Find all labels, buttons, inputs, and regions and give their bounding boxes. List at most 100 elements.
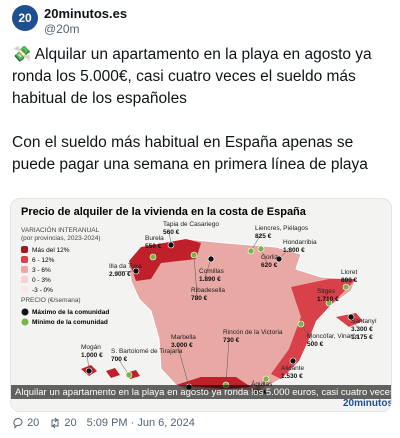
leader-line	[116, 356, 130, 376]
leader-line	[176, 342, 190, 388]
place-price: 550 €	[145, 243, 162, 250]
place-price: 3.300 €	[351, 326, 373, 333]
place-name: Illa da Toxa	[109, 263, 142, 270]
place-price: 780 €	[191, 295, 208, 302]
account-handle[interactable]: @20m	[44, 22, 80, 36]
avatar[interactable]: 20	[12, 5, 38, 31]
account-name[interactable]: 20minutos.es	[44, 6, 128, 21]
leader-line	[193, 254, 198, 297]
legend-swatch	[21, 256, 28, 263]
leader-line	[114, 270, 137, 273]
retweet-count: 20	[64, 417, 77, 429]
legend-item: 6 - 12%	[32, 257, 55, 264]
max-marker	[347, 313, 355, 321]
min-marker	[342, 283, 350, 291]
price-title: PRECIO (€/semana)	[21, 297, 81, 304]
place-name: Lloret	[341, 269, 357, 276]
place-price: 1.800 €	[283, 247, 305, 254]
place-name: Burela	[145, 235, 164, 242]
min-icon	[21, 318, 29, 326]
legend-swatch	[21, 246, 28, 253]
legend-swatch	[21, 286, 28, 293]
caption: Alquilar un apartamento en la playa en a…	[15, 387, 391, 398]
legend-max: Máximo de la comunidad	[32, 309, 109, 316]
place-price: 730 €	[223, 337, 240, 344]
min-marker	[262, 375, 270, 383]
legend-item: -3 - 0%	[32, 287, 53, 294]
tweet-text: 💸 Alquilar un apartamento en la playa en…	[12, 46, 372, 107]
place-price: 560 €	[163, 229, 180, 236]
place-name: Liencres, Piélagos	[255, 225, 309, 232]
place-price: 825 €	[255, 233, 272, 240]
legend-swatch	[21, 276, 28, 283]
region-north	[129, 239, 201, 281]
legend-item: Más del 12%	[32, 247, 70, 254]
place-price: 500 €	[307, 341, 324, 348]
map-title: Precio de alquiler de la vivienda en la …	[21, 206, 307, 218]
balearic	[336, 313, 363, 327]
min-marker	[125, 371, 133, 379]
region-east	[271, 279, 356, 379]
place-name: Hondarribia	[283, 239, 317, 246]
place-name: Rincón de la Victoria	[223, 329, 283, 336]
place-price: 1.710 €	[317, 296, 339, 303]
min-marker	[190, 251, 198, 259]
place-name: Ribadesella	[191, 287, 225, 294]
max-icon	[21, 308, 29, 316]
legend-min: Mínimo de la comunidad	[32, 319, 108, 326]
place-name: Comillas	[199, 268, 225, 275]
min-marker	[297, 320, 305, 328]
place-price: 1.000 €	[81, 352, 103, 359]
canary-islands	[81, 365, 140, 379]
min-marker	[257, 245, 265, 253]
reply-button[interactable]: 20	[12, 417, 39, 429]
place-name: Águilas	[251, 379, 273, 388]
legend-subtitle: (por provincias, 2023-2024)	[21, 235, 101, 242]
place-name: Gorliz	[261, 254, 278, 261]
legend-swatch	[21, 266, 28, 273]
tweet-footer: 20 20 5:09 PM · Jun 6, 2024	[12, 417, 195, 429]
max-marker	[207, 255, 215, 263]
caption-bar	[11, 385, 391, 399]
place-name: Marbella	[171, 334, 196, 341]
place-name: Tapia de Casariego	[163, 221, 219, 228]
timestamp[interactable]: 5:09 PM · Jun 6, 2024	[86, 417, 195, 430]
place-price: 1.175 €	[351, 334, 373, 341]
map-image: Precio de alquiler de la vivienda en la …	[11, 199, 391, 411]
max-marker	[275, 255, 283, 263]
legend-item: 3 - 6%	[32, 267, 51, 274]
reply-icon	[13, 418, 23, 429]
retweet-button[interactable]: 20	[49, 417, 77, 429]
tweet-text: Con el sueldo más habitual en España ape…	[12, 134, 368, 173]
reply-count: 20	[27, 417, 40, 429]
place-name: Moncófar, Vinaròs	[307, 333, 360, 340]
min-marker	[325, 299, 333, 307]
place-price: 800 €	[341, 277, 358, 284]
max-marker	[289, 357, 297, 365]
min-marker	[247, 247, 255, 255]
place-name: Alicante	[281, 365, 305, 372]
place-name: Sitges	[317, 288, 336, 295]
max-marker	[85, 367, 93, 375]
place-price: 3.000 €	[171, 342, 193, 349]
place-name: Mogán	[81, 344, 101, 351]
place-price: 1.890 €	[199, 276, 221, 283]
legend-title: VARIACIÓN INTERANUAL	[21, 225, 100, 234]
logo: 20minutos	[343, 398, 391, 409]
place-name: S. Bartolomé de Tirajana	[111, 348, 183, 355]
place-price: 620 €	[261, 262, 278, 269]
leader-line	[300, 323, 314, 343]
place-name: Santanyí	[351, 318, 377, 325]
place-price: 1.530 €	[281, 373, 303, 380]
legend-item: 0 - 3%	[32, 277, 51, 284]
media-card[interactable]: Precio de alquiler de la vivienda en la …	[10, 198, 392, 412]
max-marker	[167, 241, 175, 249]
place-price: 2.900 €	[109, 271, 131, 278]
max-marker	[132, 267, 140, 275]
min-marker	[149, 253, 157, 261]
retweet-icon	[51, 417, 59, 429]
place-price: 700 €	[111, 356, 128, 363]
leader-line	[225, 337, 230, 386]
